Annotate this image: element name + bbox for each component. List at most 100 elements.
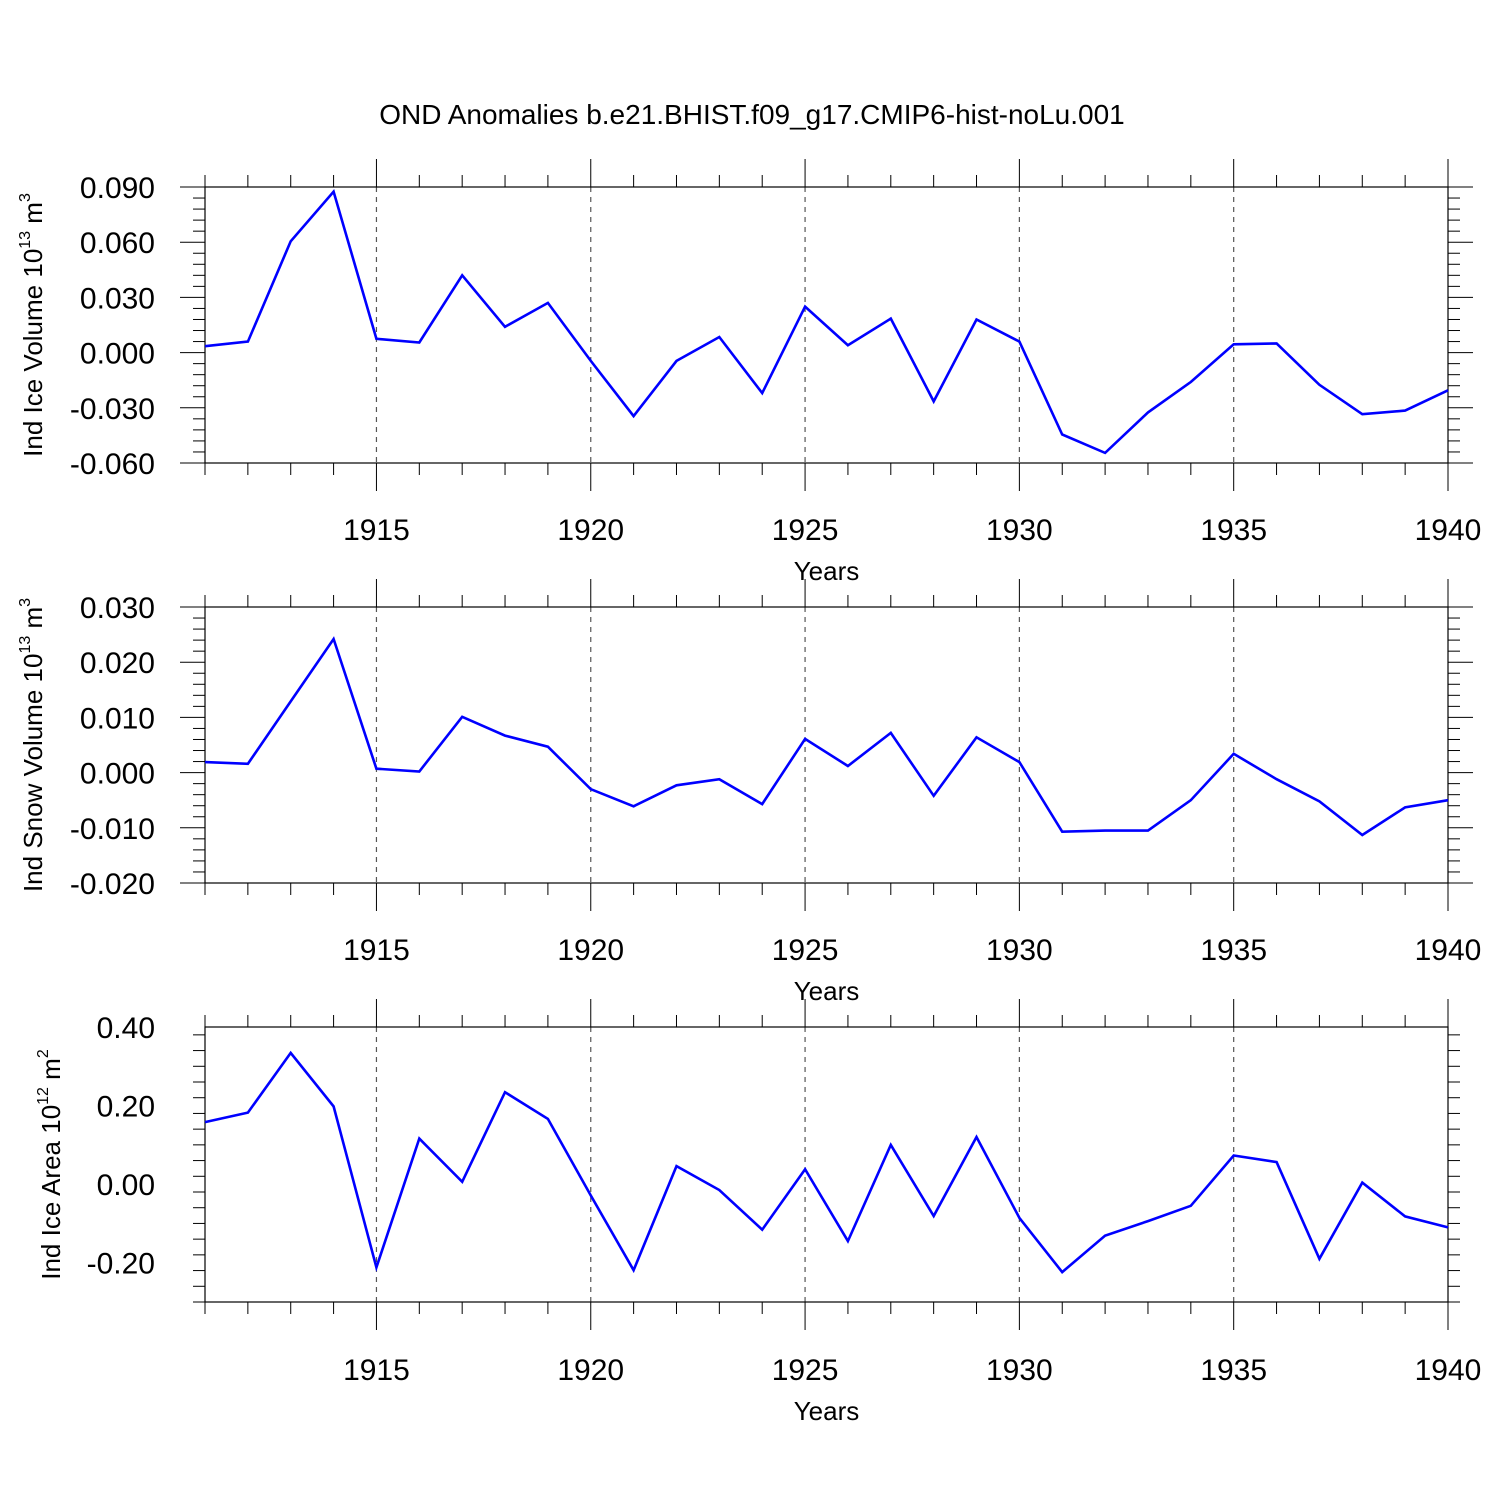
data-point [889, 731, 893, 735]
plot-frame [204, 1026, 1449, 1303]
data-point [503, 734, 507, 738]
data-point [1446, 798, 1450, 802]
panel-ice-area: -0.20 0.00 0.20 0.40 1915 1920 1925 1930 1935 194… [35, 999, 1481, 1426]
chart-title: OND Anomalies b.e21.BHIST.f09_g17.CMIP6-… [379, 99, 1125, 130]
y-axis-label-part: Ind Ice Volume 10 [18, 249, 48, 457]
y-tick-label: 0.020 [80, 647, 155, 680]
data-point [374, 337, 378, 341]
data-point [932, 1214, 936, 1218]
data-point [1189, 1204, 1193, 1208]
data-point [1446, 388, 1450, 392]
x-tick-label: 1930 [986, 934, 1053, 967]
x-axis-label: Years [794, 976, 860, 1006]
y-tick-label: -0.020 [70, 868, 155, 901]
data-point [1146, 1219, 1150, 1223]
data-point [203, 344, 207, 348]
data-point [203, 760, 207, 764]
data-point [932, 399, 936, 403]
x-axis-label: Years [794, 1396, 860, 1426]
data-point [246, 1111, 250, 1115]
x-tick-label: 1920 [557, 1354, 624, 1387]
y-tick-label: -0.20 [87, 1248, 155, 1281]
x-tick-label: 1915 [343, 514, 410, 547]
x-tick-label: 1915 [343, 1354, 410, 1387]
y-tick-label: 0.000 [80, 338, 155, 371]
y-tick-label: -0.060 [70, 448, 155, 481]
data-point [674, 359, 678, 363]
x-tick-label: 1935 [1200, 514, 1267, 547]
y-tick-label: 0.030 [80, 592, 155, 625]
y-axis-label-superscript: 2 [35, 1049, 52, 1058]
data-point [1317, 799, 1321, 803]
x-axis-label: Years [794, 556, 860, 586]
y-axis-label-part: Ind Snow Volume 10 [18, 654, 48, 893]
data-point [1189, 798, 1193, 802]
data-point [546, 301, 550, 305]
y-axis-label-part: m [18, 607, 48, 636]
data-point [1275, 341, 1279, 345]
data-point [589, 1194, 593, 1198]
data-point [289, 699, 293, 703]
data-point [332, 637, 336, 641]
data-point [589, 359, 593, 363]
data-point [803, 737, 807, 741]
y-axis-label-superscript: 3 [17, 598, 34, 607]
y-tick-label: 0.40 [97, 1012, 155, 1045]
data-point [889, 317, 893, 321]
x-tick-label: 1915 [343, 934, 410, 967]
data-point [289, 1051, 293, 1055]
y-axis-label: Ind Ice Volume 1013 m3 [17, 193, 48, 457]
data-point [674, 783, 678, 787]
series-line [204, 1050, 1449, 1274]
y-tick-label: 0.030 [80, 282, 155, 315]
data-point [1146, 829, 1150, 833]
data-point [632, 414, 636, 418]
y-tick-label: -0.030 [70, 393, 155, 426]
data-point [846, 343, 850, 347]
panel-ice-volume: -0.060 -0.030 0.000 0.030 0.060 0.090 1915 1920… [17, 159, 1481, 586]
data-point [1403, 409, 1407, 413]
data-point [1446, 1225, 1450, 1229]
series-line [204, 188, 1449, 455]
x-tick-label: 1930 [986, 1354, 1053, 1387]
y-tick-label: 0.090 [80, 172, 155, 205]
data-point [1317, 383, 1321, 387]
y-axis-label-part: Ind Ice Area 10 [36, 1105, 66, 1280]
data-point [246, 762, 250, 766]
data-point [1017, 760, 1021, 764]
data-point [1360, 1181, 1364, 1185]
y-axis-label: Ind Ice Area 1012 m2 [35, 1049, 66, 1280]
data-point [803, 305, 807, 309]
data-point [1103, 1234, 1107, 1238]
data-point [546, 745, 550, 749]
y-tick-label: 0.000 [80, 758, 155, 791]
data-point [975, 317, 979, 321]
y-axis-label-superscript: 13 [17, 231, 34, 249]
data-point [632, 804, 636, 808]
data-point [846, 1239, 850, 1243]
data-point [460, 273, 464, 277]
y-tick-label: 0.060 [80, 227, 155, 260]
y-tick-label: 0.010 [80, 702, 155, 735]
data-point [803, 1167, 807, 1171]
data-point [1060, 1270, 1064, 1274]
y-tick-label: 0.20 [97, 1091, 155, 1124]
data-point [417, 340, 421, 344]
data-point [975, 1135, 979, 1139]
data-point [589, 787, 593, 791]
y-axis-label-superscript: 3 [17, 193, 34, 202]
data-point [1146, 410, 1150, 414]
series-line [204, 636, 1449, 837]
plot-frame [204, 186, 1449, 464]
data-point [374, 1265, 378, 1269]
data-point [374, 767, 378, 771]
x-tick-label: 1940 [1415, 514, 1482, 547]
data-point [632, 1268, 636, 1272]
panel-snow-volume: -0.020 -0.010 0.000 0.010 0.020 0.030 1915 1920… [17, 579, 1481, 1006]
data-point [203, 1120, 207, 1124]
y-axis-label-superscript: 12 [35, 1087, 52, 1105]
data-point [889, 1143, 893, 1147]
data-point [289, 239, 293, 243]
